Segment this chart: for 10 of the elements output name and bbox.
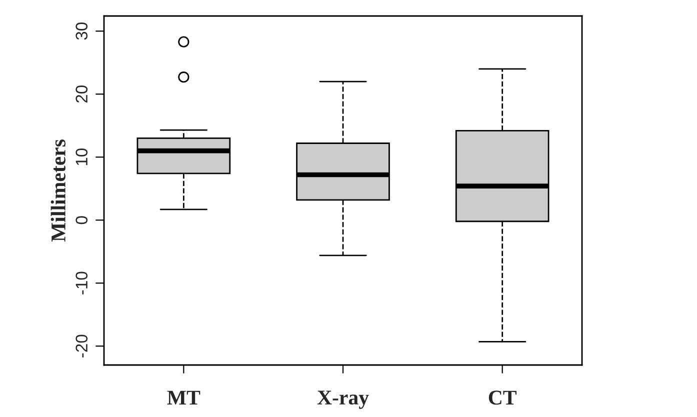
- x-tick-label: CT: [488, 390, 516, 405]
- y-tick-label: 20: [76, 85, 88, 103]
- y-tick-label: 10: [76, 148, 88, 166]
- y-tick-label: -20: [76, 334, 88, 358]
- y-axis-title: Millimeters: [50, 140, 66, 242]
- x-tick-label: X-ray: [317, 390, 369, 409]
- y-tick-label: 0: [76, 216, 88, 224]
- y-tick-label: -10: [76, 272, 88, 294]
- x-tick-label: MT: [167, 390, 200, 404]
- y-tick-label: 30: [76, 22, 88, 40]
